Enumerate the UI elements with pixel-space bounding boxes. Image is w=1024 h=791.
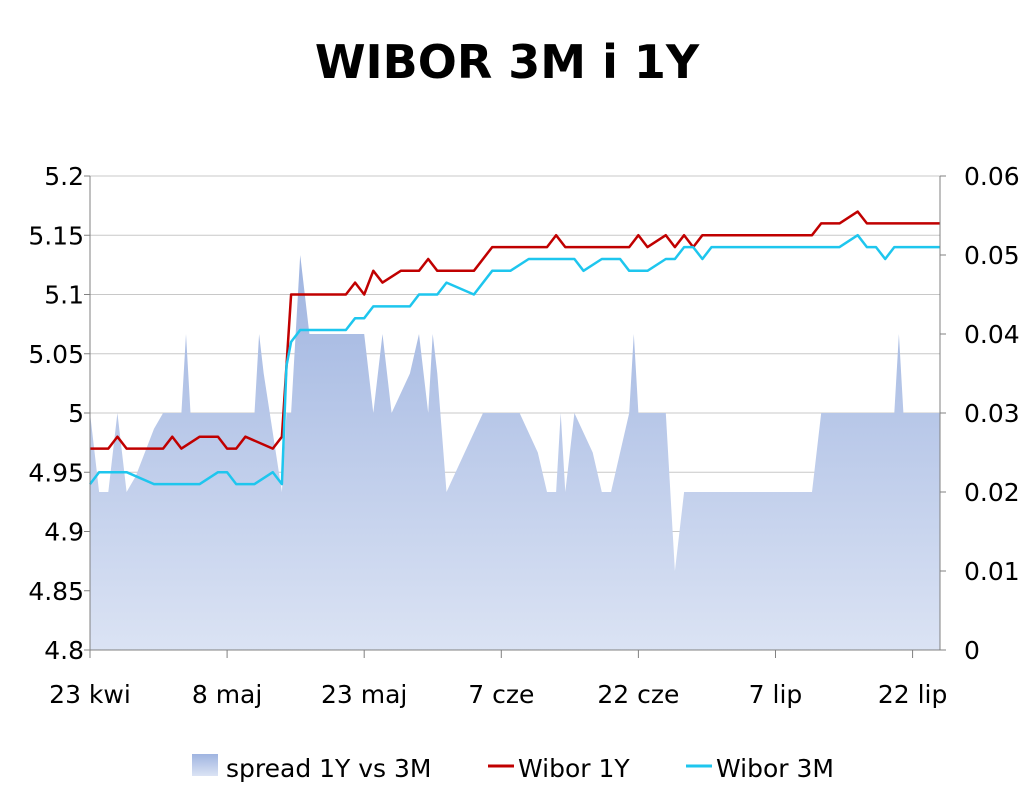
left-tick-label: 5.2 bbox=[44, 162, 84, 191]
left-tick-label: 4.9 bbox=[44, 518, 84, 547]
left-tick-label: 4.8 bbox=[44, 636, 84, 665]
left-tick-label: 5.15 bbox=[28, 221, 84, 250]
x-tick-label: 8 maj bbox=[192, 680, 262, 709]
left-tick-label: 5 bbox=[68, 399, 84, 428]
x-tick-label: 23 kwi bbox=[49, 680, 131, 709]
x-tick-label: 22 cze bbox=[597, 680, 679, 709]
right-tick-label: 0.04 bbox=[964, 320, 1020, 349]
left-tick-label: 4.95 bbox=[28, 458, 84, 487]
right-tick-label: 0 bbox=[964, 636, 980, 665]
right-tick-label: 0.06 bbox=[964, 162, 1020, 191]
x-tick-label: 22 lip bbox=[878, 680, 948, 709]
line-layer bbox=[89, 210, 940, 486]
right-tick-label: 0.03 bbox=[964, 399, 1020, 428]
area-layer bbox=[90, 255, 940, 650]
chart-title: WIBOR 3M i 1Y bbox=[315, 35, 700, 89]
right-tick-label: 0.02 bbox=[964, 478, 1020, 507]
series-spread-area bbox=[90, 255, 940, 650]
legend-label-spread: spread 1Y vs 3M bbox=[226, 754, 432, 783]
x-tick-label: 23 maj bbox=[321, 680, 407, 709]
x-axis-ticks: 23 kwi 8 maj 23 maj 7 cze 22 cze 7 lip 22 lip bbox=[49, 680, 947, 709]
legend-label-wibor-1y: Wibor 1Y bbox=[518, 754, 630, 783]
left-tick-label: 5.05 bbox=[28, 340, 84, 369]
legend-label-wibor-3m: Wibor 3M bbox=[716, 754, 834, 783]
left-tick-label: 5.1 bbox=[44, 281, 84, 310]
legend: spread 1Y vs 3M Wibor 1Y Wibor 3M bbox=[192, 754, 834, 783]
x-tick-label: 7 cze bbox=[468, 680, 534, 709]
right-tick-label: 0.01 bbox=[964, 557, 1020, 586]
legend-swatch-spread bbox=[192, 754, 218, 776]
right-axis-ticks: 0.06 0.05 0.04 0.03 0.02 0.01 0 bbox=[964, 162, 1020, 665]
left-axis-ticks: 5.2 5.15 5.1 5.05 5 4.95 4.9 4.85 4.8 bbox=[28, 162, 84, 665]
series-line-wibor-1y bbox=[90, 210, 940, 450]
series-line-wibor-3m bbox=[89, 233, 940, 486]
left-tick-label: 4.85 bbox=[28, 577, 84, 606]
x-tick-label: 7 lip bbox=[749, 680, 803, 709]
axes bbox=[84, 175, 946, 658]
right-tick-label: 0.05 bbox=[964, 241, 1020, 270]
